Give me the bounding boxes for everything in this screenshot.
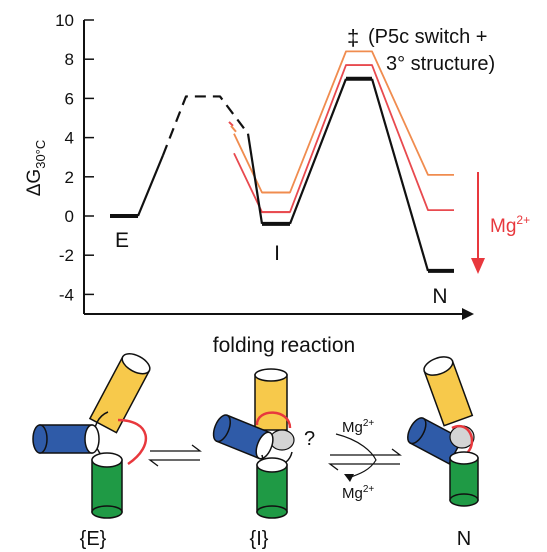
mg-top-base: Mg <box>342 419 363 436</box>
y-tick-label: 8 <box>65 50 74 69</box>
y-tick-label: 10 <box>55 11 74 30</box>
series-red-path <box>233 64 454 213</box>
I-yellow-helix-top <box>254 368 288 382</box>
label-E-state: {E} <box>80 528 107 550</box>
I-red-loop <box>255 411 292 429</box>
y-axis-label-main: ΔG <box>24 169 45 196</box>
I-blue-helix-left-end <box>212 414 231 443</box>
y-axis-label-sub: 30°C <box>33 140 48 169</box>
E-green-helix-end <box>91 452 123 468</box>
E-green-helix-bottom <box>91 505 123 519</box>
equilibrium-I-N: Mg2+ Mg2+ <box>328 418 402 502</box>
mg-top-label: Mg2+ <box>342 418 374 436</box>
question-mark: ? <box>304 428 315 450</box>
ts-annotation-line1: (P5c switch + <box>368 26 487 48</box>
I-green-helix-end <box>256 457 288 473</box>
mg-top-sup: 2+ <box>363 418 375 429</box>
I-yellow-helix <box>254 374 288 431</box>
mg-label-base: Mg <box>490 216 516 237</box>
ts-dagger: ‡ <box>347 25 359 50</box>
x-axis-label: folding reaction <box>213 334 355 357</box>
series-black-I-descent <box>246 133 264 225</box>
energy-curves <box>110 50 454 273</box>
y-tick-label: 4 <box>65 129 74 148</box>
y-tick-label: 0 <box>65 207 74 226</box>
I-blue-helix-end <box>255 431 274 460</box>
series-black-N-descent <box>370 78 430 272</box>
I-green-helix <box>256 464 288 513</box>
mg-binding-curve <box>335 433 377 479</box>
state-label-N: N <box>432 285 447 308</box>
E-yellow-helix-end <box>121 353 151 375</box>
series-black-E-rise <box>136 154 165 217</box>
label-I-state: {I} <box>250 528 269 550</box>
mg-bottom-label: Mg2+ <box>342 484 374 502</box>
series-red-fragment <box>228 121 234 127</box>
N-green-helix-end <box>449 451 479 465</box>
y-ticks: 10 8 6 4 2 0 -2 -4 <box>55 11 94 304</box>
mg-label: Mg2+ <box>490 213 530 237</box>
series-black-TS2-rise <box>288 78 348 225</box>
mg-bottom-base: Mg <box>342 485 363 502</box>
state-label-E: E <box>115 229 129 252</box>
label-N-state: N <box>457 528 471 550</box>
y-tick-label: -4 <box>59 285 74 304</box>
N-red-loop <box>451 424 474 453</box>
mg-label-sup: 2+ <box>516 213 530 227</box>
N-blue-helix-left-end <box>407 417 427 445</box>
y-tick-label: 6 <box>65 89 74 108</box>
structure-E: {E} <box>32 353 151 550</box>
structure-N: N <box>407 356 479 550</box>
structure-I: ? {I} <box>212 368 315 550</box>
x-axis-arrowhead <box>462 308 474 320</box>
I-green-helix-bottom <box>256 505 288 519</box>
state-label-I: I <box>274 242 280 265</box>
schematic: {E} ? <box>32 353 479 550</box>
equilibrium-E-I <box>148 444 202 467</box>
ts-annotation-line2: 3° structure) <box>386 53 495 75</box>
E-green-helix <box>91 459 123 513</box>
N-yellow-helix-end <box>423 356 454 376</box>
mg-bottom-sup: 2+ <box>363 484 375 495</box>
y-tick-label: 2 <box>65 168 74 187</box>
E-blue-helix-end <box>84 424 100 454</box>
y-axis-label: ΔG30°C <box>24 140 48 197</box>
N-green-helix-bottom <box>449 493 479 507</box>
series-black-TS1-dashed <box>161 95 249 156</box>
E-red-loop <box>117 418 148 466</box>
y-tick-label: -2 <box>59 246 74 265</box>
E-blue-helix-left-end <box>32 424 48 454</box>
mg-arrow-head <box>471 258 485 274</box>
series-orange-fragment <box>230 125 237 133</box>
E-blue-helix <box>39 424 93 454</box>
